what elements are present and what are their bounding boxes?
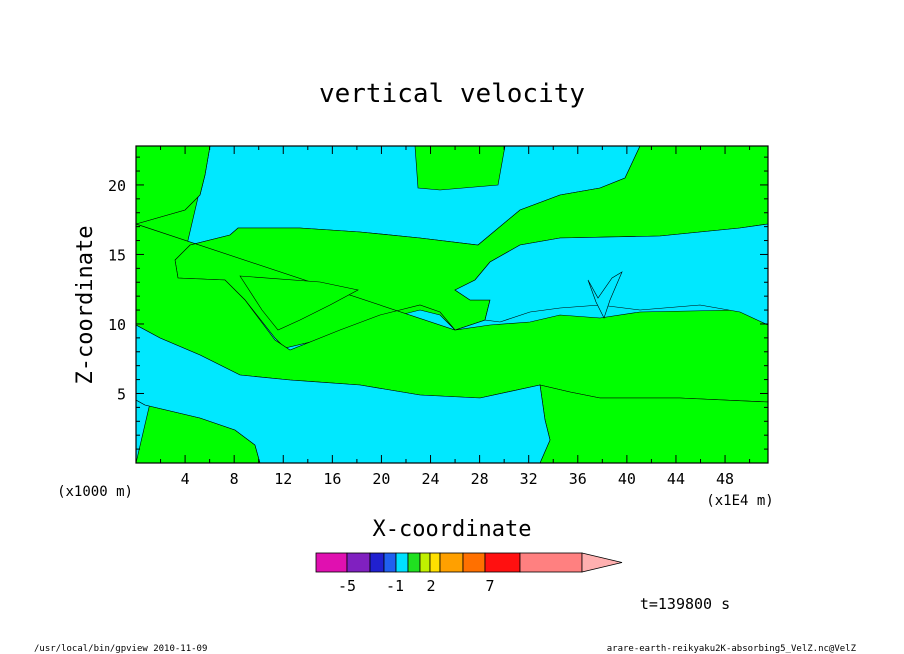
colorbar-tick-label: 2 xyxy=(426,577,435,595)
x-tick-label: 12 xyxy=(274,470,292,488)
colorbar-tick-label: -1 xyxy=(386,577,404,595)
x-axis-ticks: 4 8 12 16 20 24 28 32 36 40 44 48 xyxy=(160,146,751,488)
region-negative-upper-right xyxy=(454,223,768,326)
colorbar-cell xyxy=(315,552,348,573)
chart-title: vertical velocity xyxy=(319,79,585,109)
colorbar-cell xyxy=(395,552,409,573)
colorbar-cell xyxy=(439,552,464,573)
colorbar xyxy=(315,552,623,573)
colorbar-cell xyxy=(429,552,441,573)
x-tick-label: 28 xyxy=(471,470,489,488)
x-tick-label: 16 xyxy=(323,470,341,488)
contour-fills xyxy=(136,146,768,463)
colorbar-cell xyxy=(519,552,583,573)
x-axis-label: X-coordinate xyxy=(373,517,532,542)
colorbar-cell xyxy=(346,552,371,573)
colorbar-tick-label: -5 xyxy=(338,577,356,595)
region-positive-left-mid xyxy=(136,146,211,225)
y-tick-label: 5 xyxy=(117,385,126,403)
y-tick-label: 10 xyxy=(108,316,126,334)
y-tick-label: 15 xyxy=(108,246,126,264)
x-tick-label: 40 xyxy=(618,470,636,488)
colorbar-cell xyxy=(369,552,385,573)
colorbar-tick-label: 7 xyxy=(485,577,494,595)
region-positive-triangle xyxy=(239,275,359,331)
y-axis-label: Z-coordinate xyxy=(73,226,98,385)
colorbar-cell xyxy=(419,552,431,573)
y-scale-note: (x1000 m) xyxy=(57,484,133,500)
x-tick-label: 8 xyxy=(230,470,239,488)
colorbar-cell xyxy=(383,552,397,573)
y-tick-label: 20 xyxy=(108,177,126,195)
time-label: t=139800 s xyxy=(640,595,730,613)
plot-frame xyxy=(135,145,769,464)
footer-right: arare-earth-reikyaku2K-absorbing5_VelZ.n… xyxy=(607,644,857,654)
x-tick-label: 48 xyxy=(716,470,734,488)
y-axis-ticks: 5 10 15 20 xyxy=(108,156,768,450)
region-negative-notch xyxy=(587,271,623,319)
x-tick-label: 4 xyxy=(181,470,190,488)
colorbar-extend-arrow xyxy=(581,552,623,573)
x-tick-label: 20 xyxy=(372,470,390,488)
colorbar-cell xyxy=(484,552,521,573)
x-tick-label: 32 xyxy=(520,470,538,488)
x-tick-label: 24 xyxy=(421,470,439,488)
footer-left: /usr/local/bin/gpview 2010-11-09 xyxy=(34,644,207,654)
colorbar-cell xyxy=(462,552,486,573)
region-negative-lower-band xyxy=(136,324,551,463)
colorbar-labels: -5 -1 2 7 xyxy=(338,577,495,595)
x-tick-label: 44 xyxy=(667,470,685,488)
x-scale-note: (x1E4 m) xyxy=(706,493,773,509)
x-tick-label: 36 xyxy=(569,470,587,488)
colorbar-cell xyxy=(407,552,421,573)
